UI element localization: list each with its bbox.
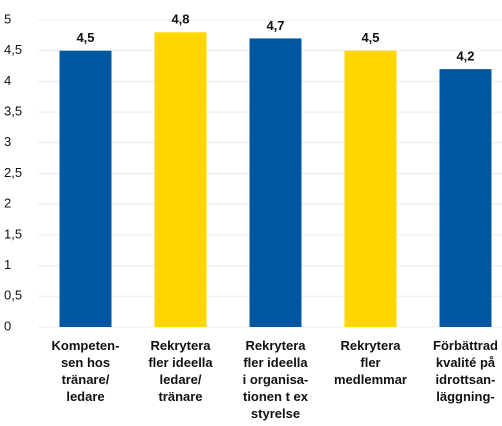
bar <box>154 32 207 327</box>
x-tick-label: Rekrytera fler ideella ledare/ tränare <box>148 338 213 404</box>
y-tick-label: 5 <box>4 11 11 26</box>
bar <box>344 50 397 327</box>
x-tick-label: Förbättrad kvalité på idrottsan- läggnin… <box>433 338 498 404</box>
x-tick-label: Rekrytera fler ideella i organisa- tione… <box>242 338 309 421</box>
y-tick-label: 2 <box>4 196 11 211</box>
x-tick-label: Rekrytera fler medlemmar <box>334 338 407 387</box>
value-label: 4,5 <box>76 30 94 45</box>
bar <box>249 38 302 328</box>
y-tick-label: 0 <box>4 318 11 333</box>
y-tick-label: 4 <box>4 73 11 88</box>
y-tick-label: 0,5 <box>4 288 22 303</box>
y-tick-label: 2,5 <box>4 165 22 180</box>
y-tick-label: 1,5 <box>4 226 22 241</box>
value-label: 4,8 <box>171 12 189 27</box>
y-tick-label: 4,5 <box>4 42 22 57</box>
x-tick-label: Kompeten- sen hos tränare/ ledare <box>51 338 120 404</box>
value-label: 4,7 <box>266 18 284 33</box>
value-label: 4,2 <box>456 49 474 64</box>
y-tick-label: 3,5 <box>4 104 22 119</box>
y-tick-label: 3 <box>4 134 11 149</box>
y-tick-label: 1 <box>4 257 11 272</box>
bar <box>59 50 112 327</box>
bar <box>439 69 492 328</box>
value-label: 4,5 <box>361 30 379 45</box>
